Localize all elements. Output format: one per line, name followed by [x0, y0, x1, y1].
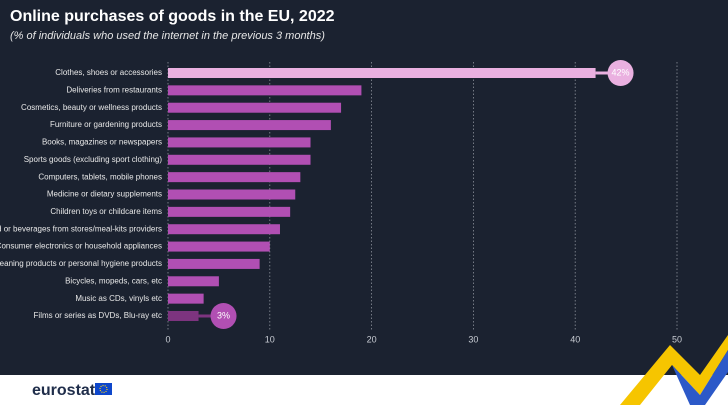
bar: [168, 172, 301, 183]
bar: [168, 102, 342, 113]
y-tick-label: Clothes, shoes or accessories: [55, 68, 162, 77]
bar: [168, 276, 219, 287]
x-tick-label: 30: [468, 334, 478, 344]
bar: [168, 85, 362, 96]
bar: [168, 154, 311, 165]
y-tick-label: Cleaning products or personal hygiene pr…: [0, 259, 162, 268]
bar: [168, 137, 311, 148]
y-tick-label: Consumer electronics or household applia…: [0, 242, 162, 251]
chart-subtitle: (% of individuals who used the internet …: [10, 30, 325, 42]
y-tick-label: Food or beverages from stores/meal-kits …: [0, 224, 162, 233]
chart-title: Online purchases of goods in the EU, 202…: [10, 8, 335, 25]
decor-yellow: [620, 335, 728, 405]
y-tick-label: Computers, tablets, mobile phones: [38, 172, 162, 181]
label-bubble: [210, 303, 237, 329]
bar: [168, 206, 291, 217]
y-tick-label: Furniture or gardening products: [50, 120, 162, 129]
bar: [168, 293, 204, 304]
x-tick-label: 10: [265, 334, 275, 344]
bar: [168, 189, 296, 200]
y-tick-label: Music as CDs, vinyls etc: [75, 294, 162, 303]
bar: [168, 224, 280, 235]
eu-stars: [99, 384, 108, 394]
footer-band: [0, 375, 728, 417]
label-bubble: [607, 60, 634, 86]
x-tick-label: 40: [570, 334, 580, 344]
x-tick-label: 0: [165, 334, 170, 344]
y-tick-label: Sports goods (excluding sport clothing): [24, 155, 163, 164]
decor-blue: [672, 350, 728, 405]
y-tick-label: Children toys or childcare items: [50, 207, 162, 216]
bar: [168, 241, 270, 252]
y-tick-label: Cosmetics, beauty or wellness products: [21, 103, 162, 112]
y-tick-label: Medicine or dietary supplements: [47, 190, 162, 199]
brand: eurostat: [32, 382, 96, 399]
y-tick-label: Bicycles, mopeds, cars, etc: [65, 276, 162, 285]
y-tick-label: Deliveries from restaurants: [66, 85, 162, 94]
bar: [168, 120, 331, 131]
y-tick-label: Books, magazines or newspapers: [42, 138, 162, 147]
eu-flag: [95, 383, 112, 395]
bar: [168, 258, 260, 269]
value-label: 3%: [217, 310, 230, 320]
bar: [168, 68, 596, 78]
y-tick-label: Films or series as DVDs, Blu-ray etc: [34, 311, 162, 320]
x-tick-label: 20: [367, 334, 377, 344]
x-tick-label: 50: [672, 334, 682, 344]
value-label: 42%: [612, 67, 630, 77]
bar: [168, 311, 199, 321]
